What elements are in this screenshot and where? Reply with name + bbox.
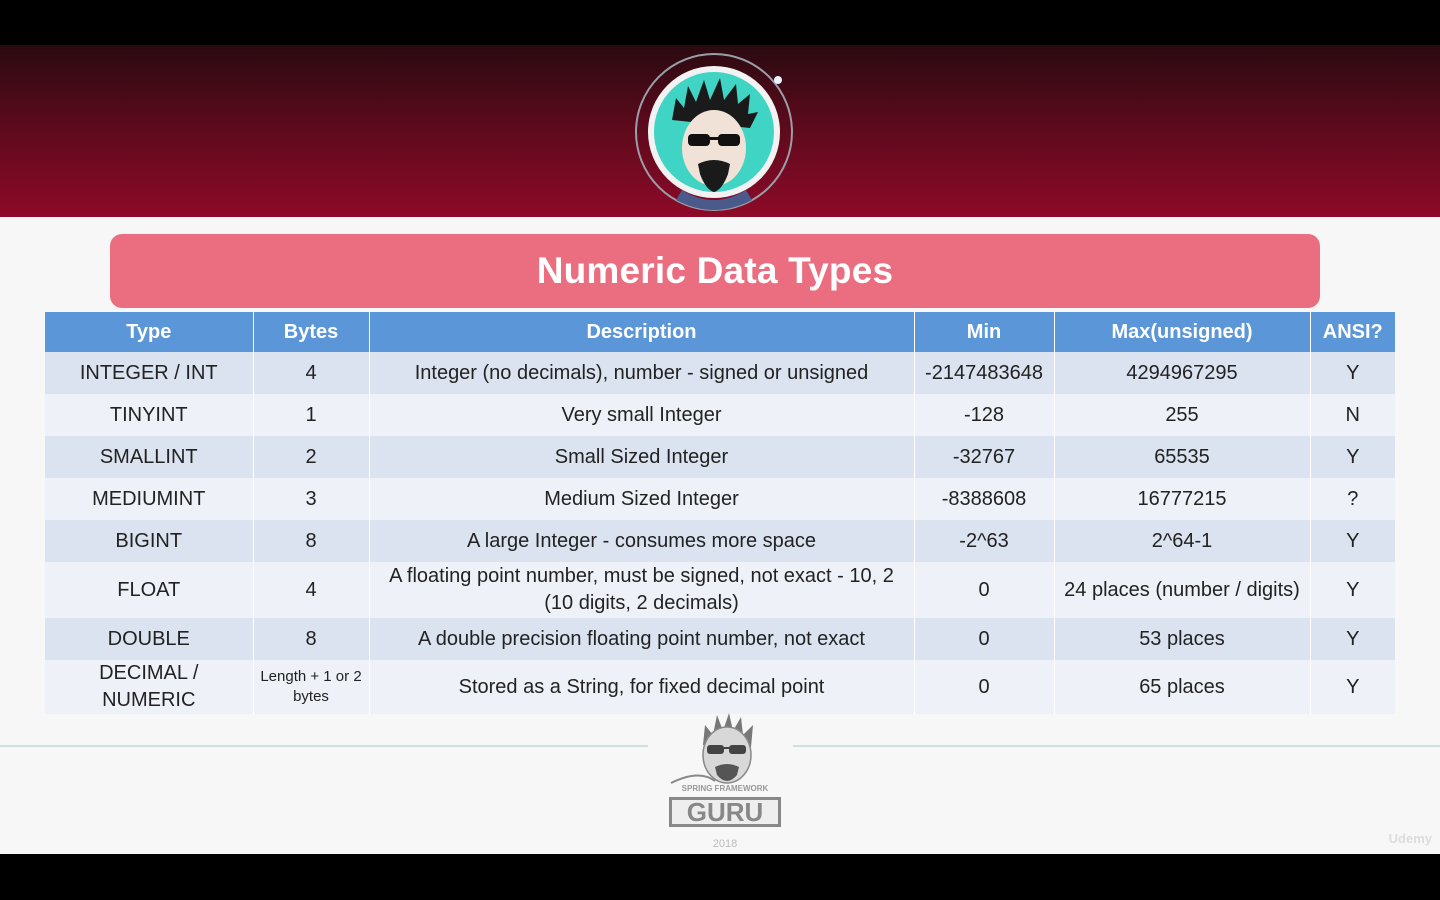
cell-description: Small Sized Integer (369, 436, 915, 478)
cell-max: 53 places (1054, 618, 1311, 660)
footer-logo: SPRING FRAMEWORK GURU 2018 (663, 705, 787, 854)
cell-ansi: Y (1310, 436, 1395, 478)
cell-type: DOUBLE (45, 618, 254, 660)
cell-type: SMALLINT (45, 436, 254, 478)
cell-bytes: 8 (253, 520, 370, 562)
cell-description: A large Integer - consumes more space (369, 520, 915, 562)
cell-max: 2^64-1 (1054, 520, 1311, 562)
cell-bytes: 4 (253, 562, 370, 618)
table-row: DOUBLE 8 A double precision floating poi… (45, 618, 1395, 660)
cell-description: Medium Sized Integer (369, 478, 915, 520)
table-row: MEDIUMINT 3 Medium Sized Integer -838860… (45, 478, 1395, 520)
cell-type: BIGINT (45, 520, 254, 562)
cell-max: 16777215 (1054, 478, 1311, 520)
table-row: TINYINT 1 Very small Integer -128 255 N (45, 394, 1395, 436)
numeric-types-table: Type Bytes Description Min Max(unsigned)… (45, 312, 1395, 714)
column-header-max: Max(unsigned) (1054, 312, 1311, 352)
table-row: FLOAT 4 A floating point number, must be… (45, 562, 1395, 618)
cell-max: 24 places (number / digits) (1054, 562, 1311, 618)
table-row: INTEGER / INT 4 Integer (no decimals), n… (45, 352, 1395, 394)
cell-max: 4294967295 (1054, 352, 1311, 394)
table-row: SMALLINT 2 Small Sized Integer -32767 65… (45, 436, 1395, 478)
cell-bytes: 2 (253, 436, 370, 478)
cell-max: 255 (1054, 394, 1311, 436)
cell-min: -32767 (914, 436, 1055, 478)
cell-type: INTEGER / INT (45, 352, 254, 394)
avatar-icon (635, 53, 793, 211)
cell-type: TINYINT (45, 394, 254, 436)
cell-ansi: ? (1310, 478, 1395, 520)
cell-bytes: 8 (253, 618, 370, 660)
slide-title: Numeric Data Types (536, 250, 894, 291)
udemy-watermark: Udemy (1388, 831, 1432, 846)
table-header-row: Type Bytes Description Min Max(unsigned)… (45, 312, 1395, 352)
column-header-type: Type (45, 312, 254, 352)
cell-description: A floating point number, must be signed,… (369, 562, 915, 618)
logo-top-text: SPRING FRAMEWORK (682, 784, 769, 793)
cell-ansi: Y (1310, 618, 1395, 660)
cell-type: MEDIUMINT (45, 478, 254, 520)
cell-description: A double precision floating point number… (369, 618, 915, 660)
guru-logo-icon: SPRING FRAMEWORK GURU 2018 (669, 713, 781, 850)
cell-ansi: N (1310, 394, 1395, 436)
cell-min: 0 (914, 618, 1055, 660)
column-header-bytes: Bytes (253, 312, 370, 352)
column-header-min: Min (914, 312, 1055, 352)
title-banner: Numeric Data Types (110, 234, 1320, 308)
cell-ansi: Y (1310, 562, 1395, 618)
slide: Numeric Data Types Type Bytes Descriptio… (0, 45, 1440, 854)
cell-description: Stored as a String, for fixed decimal po… (369, 660, 915, 714)
cell-ansi: Y (1310, 520, 1395, 562)
footer-divider-left (0, 745, 648, 747)
footer-divider-right (793, 745, 1440, 747)
cell-bytes: 1 (253, 394, 370, 436)
cell-bytes: Length + 1 or 2 bytes (253, 660, 370, 714)
logo-year: 2018 (713, 838, 737, 850)
cell-min: -2^63 (914, 520, 1055, 562)
cell-min: 0 (914, 660, 1055, 714)
cell-bytes: 3 (253, 478, 370, 520)
cell-ansi: Y (1310, 660, 1395, 714)
cell-ansi: Y (1310, 352, 1395, 394)
cell-type: FLOAT (45, 562, 254, 618)
cell-max: 65535 (1054, 436, 1311, 478)
column-header-description: Description (369, 312, 915, 352)
cell-min: -8388608 (914, 478, 1055, 520)
cell-description: Very small Integer (369, 394, 915, 436)
cell-type: DECIMAL / NUMERIC (45, 660, 254, 714)
table-row: DECIMAL / NUMERIC Length + 1 or 2 bytes … (45, 660, 1395, 714)
avatar (632, 50, 797, 215)
cell-description: Integer (no decimals), number - signed o… (369, 352, 915, 394)
cell-min: 0 (914, 562, 1055, 618)
column-header-ansi: ANSI? (1310, 312, 1395, 352)
table-row: BIGINT 8 A large Integer - consumes more… (45, 520, 1395, 562)
cell-min: -128 (914, 394, 1055, 436)
cell-min: -2147483648 (914, 352, 1055, 394)
logo-text: GURU (687, 797, 764, 827)
cell-max: 65 places (1054, 660, 1311, 714)
cell-bytes: 4 (253, 352, 370, 394)
